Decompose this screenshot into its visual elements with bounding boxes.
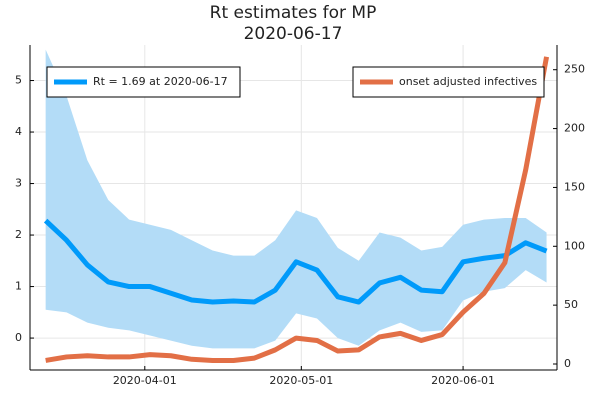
y-tick-label: 1 xyxy=(15,280,22,293)
y2-tick-label: 100 xyxy=(564,239,585,252)
series-line xyxy=(43,218,548,305)
chart-title: Rt estimates for MP xyxy=(210,3,377,23)
y-tick-label: 3 xyxy=(15,177,22,190)
y2-tick-label: 0 xyxy=(564,357,571,370)
legend-label: onset adjusted infectives xyxy=(399,75,537,88)
x-tick-label: 2020-05-01 xyxy=(269,374,333,387)
y-tick-label: 2 xyxy=(15,228,22,241)
y2-tick-label: 250 xyxy=(564,63,585,76)
confidence-band xyxy=(45,49,547,349)
x-tick-label: 2020-06-01 xyxy=(431,374,495,387)
y2-tick-label: 50 xyxy=(564,298,578,311)
legend-label: Rt = 1.69 at 2020-06-17 xyxy=(93,75,228,88)
chart-subtitle: 2020-06-17 xyxy=(244,24,343,44)
y2-tick-label: 150 xyxy=(564,180,585,193)
y-tick-label: 4 xyxy=(15,125,22,138)
y-tick-label: 0 xyxy=(15,331,22,344)
x-tick-label: 2020-04-01 xyxy=(113,374,177,387)
series-line xyxy=(45,56,550,363)
y2-tick-label: 200 xyxy=(564,122,585,135)
y-tick-label: 5 xyxy=(15,74,22,87)
